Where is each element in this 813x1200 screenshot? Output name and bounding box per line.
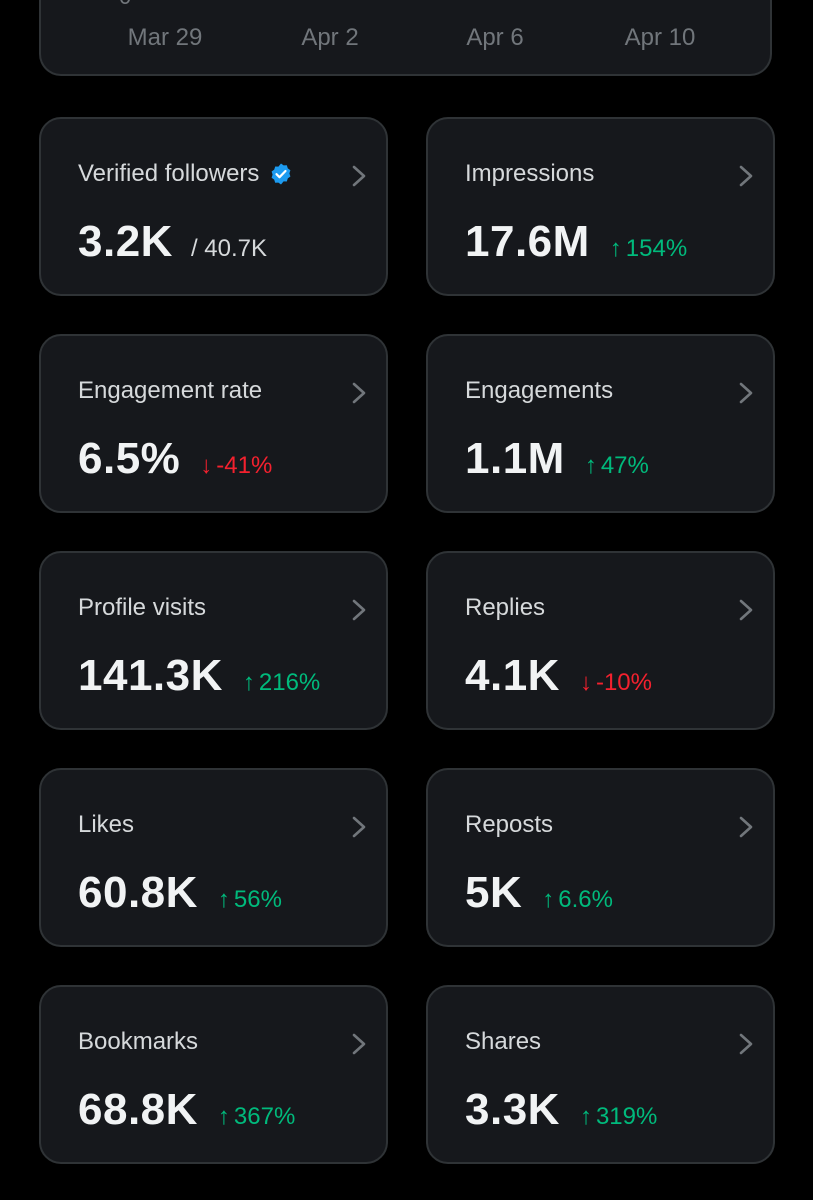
metric-value: 3.3K — [465, 1085, 560, 1134]
change-percent: 6.6% — [558, 886, 613, 913]
metric-value: 60.8K — [78, 868, 198, 917]
metric-value-row: 3.3K ↑ 319% — [465, 1085, 657, 1135]
change-percent: 319% — [595, 1103, 658, 1130]
metric-change: ↑ 56% — [218, 886, 282, 914]
metric-value: 68.8K — [78, 1085, 198, 1134]
metric-value: 3.2K — [78, 217, 173, 266]
arrow-up-icon: ↑ — [584, 452, 597, 479]
chevron-right-icon — [739, 599, 753, 621]
arrow-up-icon: ↑ — [579, 1103, 592, 1130]
chevron-right-icon — [352, 1033, 366, 1055]
change-percent: 154% — [625, 235, 688, 262]
metric-card-engagements[interactable]: Engagements 1.1M ↑ 47% — [426, 334, 775, 513]
metric-value-row: 1.1M ↑ 47% — [465, 434, 649, 484]
metric-value: 1.1M — [465, 434, 565, 483]
metric-label: Engagements — [465, 377, 614, 404]
metric-label: Bookmarks — [78, 1028, 199, 1055]
metric-value-row: 60.8K ↑ 56% — [78, 868, 282, 918]
chevron-right-icon — [352, 599, 366, 621]
chevron-right-icon — [739, 382, 753, 404]
metric-value-row: 3.2K / 40.7K — [78, 217, 267, 267]
chevron-right-icon — [739, 1033, 753, 1055]
metric-label: Impressions — [465, 160, 595, 187]
metric-label: Verified followers — [78, 160, 260, 187]
metric-card-likes[interactable]: Likes 60.8K ↑ 56% — [39, 768, 388, 947]
change-percent: -41% — [216, 452, 273, 479]
metric-value: 17.6M — [465, 217, 590, 266]
arrow-up-icon: ↑ — [542, 886, 555, 913]
change-percent: 56% — [233, 886, 282, 913]
metric-card-shares[interactable]: Shares 3.3K ↑ 319% — [426, 985, 775, 1164]
chevron-right-icon — [739, 816, 753, 838]
arrow-down-icon: ↓ — [200, 452, 213, 479]
x-axis-date-label: Apr 10 — [624, 24, 696, 51]
metric-label: Engagement rate — [78, 377, 263, 404]
chevron-right-icon — [352, 165, 366, 187]
metric-change: ↓ -10% — [580, 669, 652, 697]
metric-change: ↑ 47% — [585, 452, 649, 480]
change-percent: 367% — [233, 1103, 296, 1130]
metric-card-verified-followers[interactable]: Verified followers 3.2K / 40.7K — [39, 117, 388, 296]
metric-value-row: 17.6M ↑ 154% — [465, 217, 687, 267]
metric-change: ↑ 319% — [580, 1103, 657, 1131]
metric-label: Likes — [78, 811, 135, 838]
metric-value-row: 4.1K ↓ -10% — [465, 651, 652, 701]
chevron-right-icon — [352, 816, 366, 838]
y-axis-zero-tick: 0 — [119, 0, 131, 8]
metric-label-row: Verified followers — [78, 160, 293, 188]
metric-card-impressions[interactable]: Impressions 17.6M ↑ 154% — [426, 117, 775, 296]
metric-value-row: 68.8K ↑ 367% — [78, 1085, 295, 1135]
metric-value: 5K — [465, 868, 523, 917]
metric-card-replies[interactable]: Replies 4.1K ↓ -10% — [426, 551, 775, 730]
metrics-grid: Verified followers 3.2K / 40.7K Impressi… — [39, 117, 775, 1164]
metric-card-bookmarks[interactable]: Bookmarks 68.8K ↑ 367% — [39, 985, 388, 1164]
metric-value: 4.1K — [465, 651, 560, 700]
metric-card-profile-visits[interactable]: Profile visits 141.3K ↑ 216% — [39, 551, 388, 730]
metric-label: Replies — [465, 594, 546, 621]
metric-change: ↑ 367% — [218, 1103, 295, 1131]
x-axis-date-label: Mar 29 — [127, 24, 203, 51]
activity-chart-card: 0 Mar 29 Apr 2 Apr 6 Apr 10 — [39, 0, 772, 76]
change-percent: -10% — [595, 669, 652, 696]
arrow-up-icon: ↑ — [609, 235, 622, 262]
x-axis-date-label: Apr 6 — [466, 24, 524, 51]
metric-value-row: 6.5% ↓ -41% — [78, 434, 272, 484]
metric-change: ↑ 216% — [243, 669, 320, 697]
chevron-right-icon — [352, 382, 366, 404]
arrow-up-icon: ↑ — [217, 886, 230, 913]
metric-total: / 40.7K — [190, 235, 268, 262]
x-axis-date-label: Apr 2 — [301, 24, 359, 51]
metric-change: ↑ 154% — [610, 235, 687, 263]
metric-change: ↑ 6.6% — [542, 886, 613, 914]
metric-label: Shares — [465, 1028, 542, 1055]
metric-card-reposts[interactable]: Reposts 5K ↑ 6.6% — [426, 768, 775, 947]
change-percent: 216% — [258, 669, 321, 696]
arrow-up-icon: ↑ — [217, 1103, 230, 1130]
metric-card-engagement-rate[interactable]: Engagement rate 6.5% ↓ -41% — [39, 334, 388, 513]
metric-label: Profile visits — [78, 594, 207, 621]
metric-change: ↓ -41% — [200, 452, 272, 480]
metric-value-row: 5K ↑ 6.6% — [465, 868, 613, 918]
arrow-up-icon: ↑ — [242, 669, 255, 696]
metric-value: 6.5% — [78, 434, 181, 483]
arrow-down-icon: ↓ — [579, 669, 592, 696]
metric-value-row: 141.3K ↑ 216% — [78, 651, 320, 701]
change-percent: 47% — [600, 452, 649, 479]
chevron-right-icon — [739, 165, 753, 187]
metric-value: 141.3K — [78, 651, 223, 700]
verified-badge-icon — [272, 163, 291, 185]
metric-label: Reposts — [465, 811, 554, 838]
